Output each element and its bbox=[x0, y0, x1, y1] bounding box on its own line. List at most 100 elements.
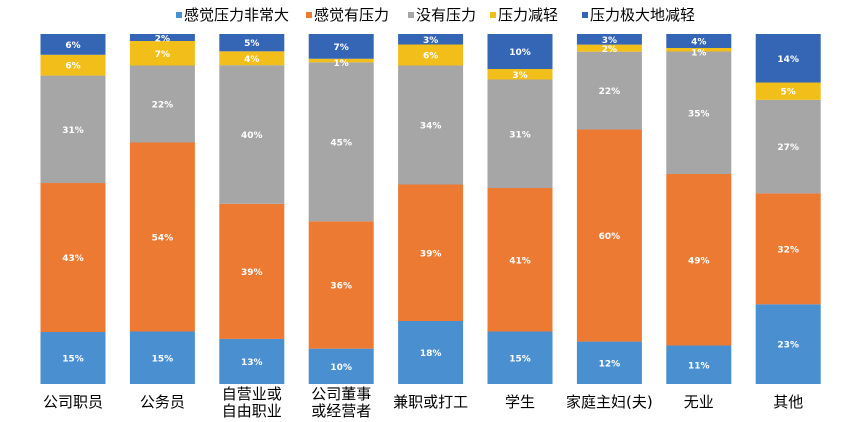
bar-segment bbox=[40, 54, 106, 76]
legend-swatch bbox=[490, 12, 496, 18]
legend-entry: 感觉压力非常大 bbox=[184, 6, 289, 24]
data-label: 41% bbox=[509, 256, 531, 266]
data-label: 2% bbox=[155, 35, 170, 45]
data-label: 13% bbox=[241, 358, 263, 368]
data-label: 35% bbox=[688, 109, 710, 119]
data-label: 6% bbox=[423, 52, 438, 62]
data-label: 31% bbox=[62, 126, 84, 136]
bar-segment bbox=[666, 345, 732, 384]
category-label: 无业 bbox=[684, 393, 714, 411]
legend: 感觉压力非常大 感觉有压力 没有压力 压力减轻 压力极大地减轻 bbox=[176, 6, 695, 24]
data-label: 32% bbox=[777, 245, 799, 255]
data-label: 45% bbox=[330, 138, 352, 148]
legend-entry: 压力极大地减轻 bbox=[590, 6, 695, 24]
data-label: 4% bbox=[244, 55, 259, 65]
bar-segment bbox=[308, 34, 374, 59]
data-label: 18% bbox=[420, 349, 442, 359]
bar-segment bbox=[398, 34, 464, 45]
data-label: 3% bbox=[512, 71, 527, 81]
data-label: 6% bbox=[65, 62, 80, 72]
data-label: 1% bbox=[691, 49, 706, 59]
bar-segment bbox=[666, 34, 732, 48]
bar-segment bbox=[755, 304, 821, 384]
data-label: 6% bbox=[65, 41, 80, 51]
bar-segment bbox=[308, 58, 374, 63]
data-label: 3% bbox=[423, 36, 438, 46]
data-label: 22% bbox=[152, 101, 174, 111]
bar-segment bbox=[487, 34, 553, 69]
data-label: 27% bbox=[777, 143, 799, 153]
data-label: 36% bbox=[330, 282, 352, 292]
data-label: 15% bbox=[152, 354, 174, 364]
data-label: 3% bbox=[602, 36, 617, 46]
bar-segment bbox=[666, 48, 732, 52]
bar-segment bbox=[129, 34, 195, 41]
data-label: 43% bbox=[62, 254, 84, 264]
data-label: 60% bbox=[599, 232, 621, 242]
category-label: 其他 bbox=[773, 393, 803, 411]
bar-segment bbox=[487, 79, 553, 188]
data-label: 23% bbox=[777, 341, 799, 351]
legend-entry: 感觉有压力 bbox=[314, 6, 389, 24]
data-label: 15% bbox=[62, 355, 84, 365]
bar-segment bbox=[40, 332, 106, 384]
category-label: 学生 bbox=[505, 393, 535, 411]
category-label: 家庭主妇(夫) bbox=[566, 393, 653, 411]
legend-entry: 压力减轻 bbox=[498, 6, 558, 24]
data-label: 31% bbox=[509, 130, 531, 140]
legend-swatch bbox=[408, 12, 414, 18]
bar-segment bbox=[398, 184, 464, 321]
category-label: 自由职业 bbox=[222, 402, 282, 420]
category-label: 或经营者 bbox=[311, 402, 371, 420]
data-label: 7% bbox=[334, 43, 349, 53]
data-label: 5% bbox=[781, 88, 796, 98]
data-label: 49% bbox=[688, 256, 710, 266]
data-label: 39% bbox=[420, 249, 442, 259]
bar-segment bbox=[129, 65, 195, 143]
bar-segment bbox=[308, 62, 374, 222]
bar-segment bbox=[755, 82, 821, 100]
data-label: 10% bbox=[330, 363, 352, 373]
data-label: 22% bbox=[599, 87, 621, 97]
data-label: 7% bbox=[155, 50, 170, 60]
bars-area: 15% 43% 31% 6% 6% 15% 54% 22% 7% 2% 13% 39% 40% 4% 5% 1… bbox=[40, 34, 821, 384]
bar-segment bbox=[576, 129, 642, 342]
bar-segment bbox=[666, 51, 732, 174]
bar-segment bbox=[398, 65, 464, 185]
bar-segment bbox=[576, 51, 642, 130]
bar-segment bbox=[308, 221, 374, 349]
data-label: 1% bbox=[334, 59, 349, 69]
bar-segment bbox=[576, 34, 642, 45]
data-label: 12% bbox=[599, 359, 621, 369]
bar-segment bbox=[219, 34, 285, 52]
bar-segment bbox=[398, 44, 464, 66]
data-label: 14% bbox=[777, 55, 799, 65]
bar-segment bbox=[219, 65, 285, 204]
bar-segment bbox=[219, 51, 285, 66]
bar-segment bbox=[755, 34, 821, 83]
category-label: 兼职或打工 bbox=[393, 393, 468, 411]
category-label: 公务员 bbox=[140, 393, 185, 411]
legend-entry: 没有压力 bbox=[416, 6, 476, 24]
bar-segment bbox=[129, 41, 195, 66]
legend-swatch bbox=[176, 12, 182, 18]
data-label: 4% bbox=[691, 38, 706, 48]
data-label: 5% bbox=[244, 39, 259, 49]
bar-segment bbox=[576, 341, 642, 384]
data-label: 10% bbox=[509, 48, 531, 58]
category-label: 公司职员 bbox=[43, 393, 103, 411]
data-label: 11% bbox=[688, 361, 710, 371]
bar-segment bbox=[576, 44, 642, 52]
bar-segment bbox=[487, 188, 553, 332]
bar-segment bbox=[755, 99, 821, 194]
legend-swatch bbox=[306, 12, 312, 18]
bar-segment bbox=[40, 34, 106, 55]
bar-segment bbox=[219, 203, 285, 339]
data-label: 34% bbox=[420, 122, 442, 132]
data-label: 40% bbox=[241, 131, 263, 141]
bar-segment bbox=[129, 331, 195, 384]
category-label: 公司董事 bbox=[311, 385, 371, 403]
data-label: 39% bbox=[241, 268, 263, 278]
